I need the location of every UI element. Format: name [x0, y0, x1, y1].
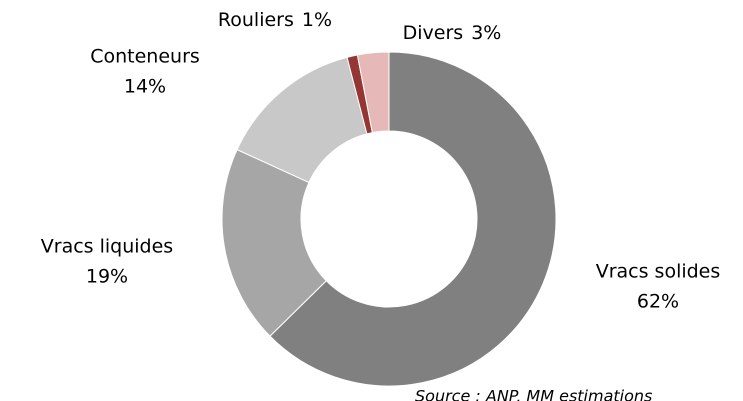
donut-slice: [221, 148, 327, 337]
slice-value-label: 3%: [471, 22, 501, 44]
slice-label: Vracs solides: [596, 261, 721, 283]
donut-slice: [269, 51, 557, 387]
slice-value-label: 19%: [86, 266, 128, 288]
slice-label: Rouliers: [218, 9, 294, 31]
donut-slice: [356, 51, 390, 134]
slice-value-label: 1%: [302, 9, 332, 31]
slice-label-group: Rouliers 1%: [218, 9, 332, 31]
slice-label-group: Divers 3%: [403, 22, 502, 44]
slice-value-label: 62%: [637, 291, 679, 313]
slice-label: Divers: [403, 22, 464, 44]
slice-value-label: 14%: [124, 76, 166, 98]
slice-label: Conteneurs: [90, 46, 200, 68]
source-note: Source : ANP, MM estimations: [415, 387, 652, 401]
slice-label: Vracs liquides: [41, 236, 173, 258]
